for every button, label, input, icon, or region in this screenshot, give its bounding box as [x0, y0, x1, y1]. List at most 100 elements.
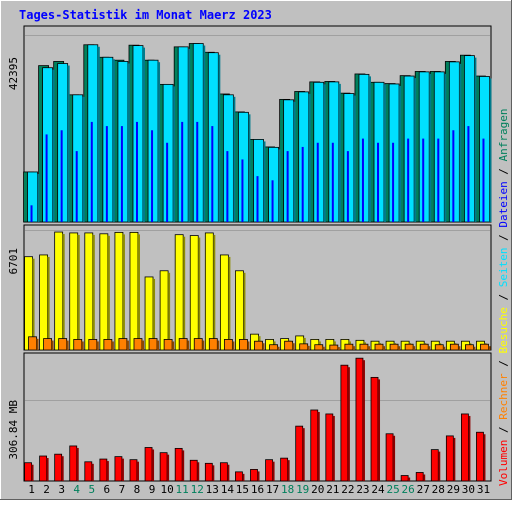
bar-volumen: [265, 459, 273, 482]
bar-shadow: [423, 474, 426, 481]
x-tick-label: 10: [160, 483, 173, 496]
bar-rechner: [344, 343, 354, 351]
bar-besuche: [39, 254, 48, 351]
bar-shadow: [453, 437, 456, 481]
bar-volumen: [24, 462, 32, 482]
bar-shadow: [438, 451, 441, 481]
bar-volumen: [39, 455, 47, 482]
bar-shadow: [428, 346, 431, 350]
bar-besuche: [84, 232, 94, 351]
legend: Volumen / Rechner / Besuche / Seiten / D…: [497, 108, 510, 486]
bar-volumen: [280, 457, 289, 482]
bar-dateien: [422, 138, 425, 222]
bar-volumen: [355, 357, 364, 482]
bar-volumen: [129, 459, 138, 482]
bar-shadow: [323, 84, 326, 222]
bar-volumen: [400, 475, 409, 482]
bar-besuche: [24, 256, 33, 351]
bar-shadow: [91, 463, 94, 481]
bar-shadow: [353, 95, 356, 222]
bar-shadow: [32, 258, 35, 350]
bar-shadow: [203, 45, 206, 222]
bar-shadow: [242, 473, 245, 481]
bar-rechner: [254, 340, 263, 351]
bar-dateien: [316, 142, 319, 222]
legend-entry-dateien: Dateien: [497, 181, 510, 227]
bar-shadow: [347, 367, 350, 481]
bar-shadow: [31, 464, 34, 481]
bar-volumen: [69, 445, 78, 482]
bar-shadow: [96, 341, 99, 350]
bar-shadow: [122, 234, 125, 350]
x-tick-label: 1: [28, 483, 35, 496]
bar-shadow: [413, 346, 416, 350]
bar-shadow: [337, 347, 340, 350]
bar-volumen: [189, 459, 198, 482]
bar-dateien: [181, 121, 184, 222]
x-axis-labels: 1 2 3 4 5 6 7 8 9 10 11 12 13 14 15 16 17 18 19 20 21 22 23 24 2…: [28, 483, 490, 496]
bar-shadow: [247, 341, 250, 350]
bar-shadow: [127, 63, 130, 222]
bar-besuche: [114, 231, 124, 351]
bar-shadow: [257, 471, 260, 481]
bar-volumen: [235, 471, 243, 482]
bar-shadow: [408, 477, 411, 481]
bar-rechner: [449, 343, 459, 351]
bar-rechner: [239, 339, 248, 351]
x-tick-label: 6: [104, 483, 111, 496]
bar-shadow: [188, 48, 191, 223]
x-tick-label: 16: [251, 483, 264, 496]
bar-shadow: [52, 69, 55, 223]
bar-shadow: [272, 461, 275, 481]
bar-shadow: [37, 173, 40, 222]
bar-volumen: [159, 452, 168, 482]
y-tick-label: 6701: [7, 248, 20, 275]
x-tick-label: 7: [119, 483, 126, 496]
x-tick-label: 12: [191, 483, 204, 496]
bar-dateien: [166, 142, 169, 222]
chart-title: Tages-Statistik im Monat Maerz 2023: [19, 8, 272, 22]
bar-dateien: [301, 146, 304, 222]
bar-shadow: [429, 73, 432, 222]
bar-dateien: [452, 130, 455, 222]
bar-rechner: [208, 338, 218, 351]
bar-rechner: [148, 338, 158, 351]
bar-shadow: [277, 346, 280, 350]
bar-rechner: [43, 338, 52, 351]
bar-shadow: [414, 78, 417, 222]
bar-shadow: [51, 340, 54, 350]
bar-volumen: [174, 447, 183, 482]
bar-dateien: [226, 151, 229, 222]
y-tick-label: 306.84 MB: [7, 400, 20, 460]
bar-shadow: [263, 141, 266, 222]
bar-shadow: [182, 450, 185, 481]
bar-volumen: [385, 433, 394, 482]
series-volumen: [24, 357, 486, 482]
bar-volumen: [430, 449, 439, 482]
bar-shadow: [287, 460, 290, 481]
bar-shadow: [262, 343, 265, 350]
x-tick-label: 2: [43, 483, 50, 496]
bar-dateien: [467, 126, 470, 222]
bar-dateien: [377, 142, 380, 222]
bar-rechner: [58, 338, 68, 351]
bar-shadow: [213, 234, 216, 350]
bar-dateien: [361, 138, 364, 222]
legend-entry-besuche: Besuche: [497, 307, 510, 353]
bar-shadow: [36, 338, 39, 350]
bar-shadow: [368, 76, 371, 222]
x-tick-label: 20: [311, 483, 324, 496]
bar-dateien: [331, 142, 334, 222]
bar-volumen: [461, 413, 469, 482]
bar-besuche: [204, 232, 214, 351]
bar-shadow: [167, 454, 170, 481]
bar-shadow: [106, 461, 109, 481]
bar-shadow: [384, 84, 387, 222]
bar-besuche: [129, 231, 139, 351]
bar-shadow: [243, 272, 246, 350]
x-tick-label: 17: [266, 483, 279, 496]
bar-dateien: [90, 121, 93, 222]
bar-shadow: [302, 428, 305, 481]
bar-dateien: [75, 151, 78, 222]
bar-volumen: [476, 431, 484, 482]
